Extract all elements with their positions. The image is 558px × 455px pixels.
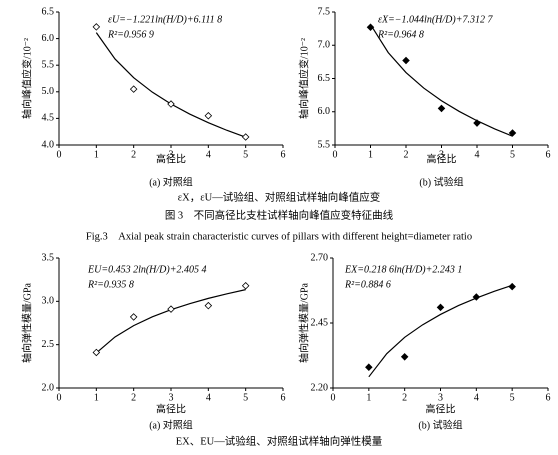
x-tick-label: 2 [131,392,136,403]
y-tick-label: 5.5 [318,139,331,150]
caption-en: Fig.3 Axial peak strain characteristic c… [86,231,472,242]
y-tick-label: 4.0 [42,139,55,150]
caption-cn: 图 3 不同高径比支柱试样轴向峰值应变特征曲线 [165,208,394,221]
y-tick-label: 6.0 [318,106,331,117]
subtitle: (b) 试验组 [418,418,462,431]
x-axis-label: 高径比 [427,152,457,165]
x-tick-label: 1 [366,392,371,403]
x-tick-label: 6 [546,392,551,403]
data-point [92,23,101,31]
data-point [241,133,250,141]
data-point [437,104,446,113]
r-squared: R²=0.884 6 [344,279,391,290]
x-tick-label: 3 [169,149,174,160]
data-point [204,111,213,120]
data-point [129,85,138,93]
subtitle: (a) 对照组 [149,418,193,431]
x-tick-label: 5 [510,392,515,403]
data-point [365,363,373,371]
y-tick-label: 2.70 [311,252,329,263]
x-tick-label: 0 [57,149,62,160]
x-tick-label: 3 [438,392,443,403]
y-tick-label: 6.0 [42,33,55,44]
y-axis-label: 轴向弹性模量/GPa [20,282,33,363]
y-tick-label: 6.5 [318,73,331,84]
x-tick-label: 6 [546,149,551,160]
x-tick-label: 1 [94,392,99,403]
fit-curve [95,32,246,138]
equation: EX=0.218 6ln(H/D)+2.243 1 [344,264,462,275]
y-tick-label: 5.0 [42,86,55,97]
data-point [204,301,213,310]
y-tick-label: 7.5 [318,6,331,17]
x-tick-label: 5 [243,392,248,403]
y-axis-label: 轴向峰值应变/10⁻² [297,38,310,119]
x-tick-label: 1 [368,149,373,160]
y-tick-label: 2.0 [42,382,55,393]
x-tick-label: 4 [475,149,480,160]
x-tick-label: 5 [510,149,515,160]
y-tick-label: 3.0 [42,296,55,307]
x-tick-label: 1 [94,149,99,160]
fit-curve [368,284,513,378]
y-tick-label: 7.0 [318,40,331,51]
x-tick-label: 0 [57,392,62,403]
caption-note: EX、EU—试验组、对照组试样轴向弹性模量 [176,434,383,447]
data-point [400,353,409,361]
r-squared: R²=0.964 8 [377,29,424,40]
y-axis-label: 轴向弹性模量/GPa [297,282,310,363]
x-tick-label: 2 [131,149,136,160]
x-tick-label: 4 [206,149,211,160]
x-tick-label: 2 [404,149,409,160]
data-point [436,303,445,312]
x-axis-label: 高径比 [426,402,456,415]
data-point [472,293,481,301]
fit-curve [369,24,513,137]
subtitle: (a) 对照组 [149,175,193,188]
data-point [92,348,101,357]
x-tick-label: 0 [333,149,338,160]
equation: EU=0.453 2ln(H/D)+2.405 4 [87,264,207,275]
equation: εU=−1.221ln(H/D)+6.111 8 [108,14,222,25]
x-tick-label: 6 [281,392,286,403]
data-point [366,23,375,32]
x-tick-label: 2 [402,392,407,403]
y-axis-label: 轴向峰值应变/10⁻² [20,38,33,119]
x-tick-label: 0 [331,392,336,403]
x-tick-label: 3 [169,392,174,403]
fit-curve [95,289,246,354]
subtitle: (b) 试验组 [419,175,463,188]
y-tick-label: 2.5 [42,339,55,350]
r-squared: R²=0.935 8 [87,279,134,290]
data-point [167,100,175,108]
y-tick-label: 3.5 [42,252,55,263]
x-tick-label: 4 [206,392,211,403]
equation: εX=−1.044ln(H/D)+7.312 7 [378,14,493,25]
data-point [508,282,516,291]
x-tick-label: 4 [474,392,479,403]
caption-note: εX，εU—试验组、对照组试样轴向峰值应变 [178,190,381,203]
data-point [167,305,175,313]
data-point [402,56,410,65]
x-tick-label: 6 [281,149,286,160]
x-axis-label: 高径比 [156,402,186,415]
r-squared: R²=0.956 9 [107,29,154,40]
data-point [508,129,517,137]
x-tick-label: 5 [243,149,248,160]
y-tick-label: 2.45 [311,317,329,328]
y-tick-label: 5.5 [42,59,55,70]
data-point [129,313,138,321]
y-tick-label: 2.20 [311,382,329,393]
x-axis-label: 高径比 [156,152,186,165]
x-tick-label: 3 [439,149,444,160]
data-point [241,281,250,290]
data-point [473,119,481,127]
y-tick-label: 4.5 [42,113,55,124]
y-tick-label: 6.5 [42,6,55,17]
